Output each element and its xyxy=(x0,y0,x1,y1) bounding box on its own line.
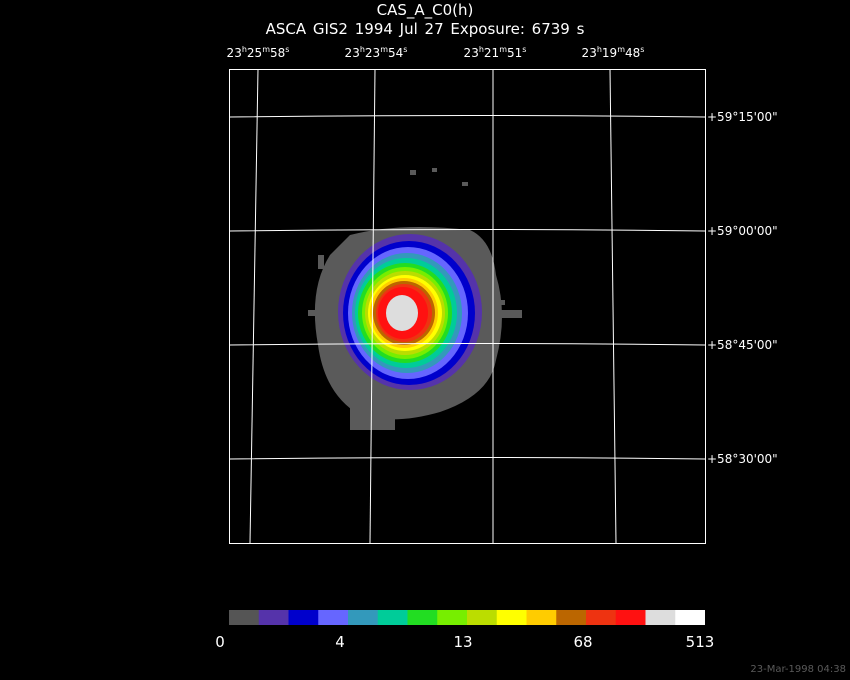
colorbar-segment xyxy=(348,610,379,625)
image-title: CAS_A_C0(h) xyxy=(376,1,474,19)
colorbar-segment xyxy=(377,610,408,625)
dec-label: +59°15'00" xyxy=(707,110,778,124)
colorbar-segment xyxy=(615,610,646,625)
colorbar-label: 513 xyxy=(685,633,715,651)
colorbar-segment xyxy=(675,610,706,625)
colorbar-segment xyxy=(437,610,468,625)
source-emission xyxy=(308,168,522,430)
colorbar-segment xyxy=(229,610,260,625)
colorbar-segment xyxy=(318,610,349,625)
colorbar xyxy=(229,610,706,625)
observation-subtitle: ASCA GIS2 1994 Jul 27 Exposure: 6739 s xyxy=(265,20,585,38)
ra-label: 23h19m48s xyxy=(581,45,645,60)
plot-frame xyxy=(229,69,706,544)
colorbar-segment xyxy=(586,610,617,625)
dec-label: +58°30'00" xyxy=(707,452,778,466)
colorbar-label: 4 xyxy=(335,633,345,651)
ra-label: 23h23m54s xyxy=(344,45,408,60)
colorbar-segment xyxy=(407,610,438,625)
colorbar-segment xyxy=(496,610,527,625)
timestamp: 23-Mar-1998 04:38 xyxy=(750,664,846,675)
colorbar-segment xyxy=(526,610,557,625)
colorbar-segment xyxy=(288,610,319,625)
colorbar-label: 13 xyxy=(453,633,473,651)
colorbar-label: 68 xyxy=(573,633,593,651)
ra-label: 23h21m51s xyxy=(463,45,527,60)
colorbar-segment xyxy=(556,610,587,625)
dec-label: +58°45'00" xyxy=(707,338,778,352)
colorbar-label: 0 xyxy=(215,633,225,651)
ra-label: 23h25m58s xyxy=(226,45,290,60)
coordinate-grid xyxy=(228,68,706,544)
colorbar-segment xyxy=(258,610,289,625)
colorbar-segment xyxy=(467,610,498,625)
dec-label: +59°00'00" xyxy=(707,224,778,238)
colorbar-segment xyxy=(645,610,676,625)
